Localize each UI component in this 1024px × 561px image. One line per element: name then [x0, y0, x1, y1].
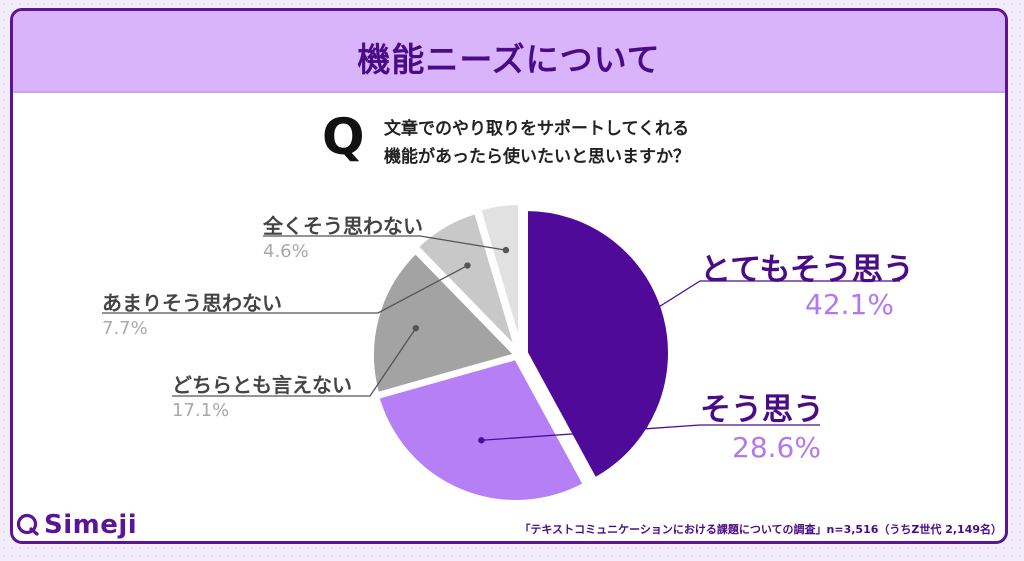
brand-logo: Simeji [16, 510, 137, 540]
leader-line-agree [481, 424, 820, 441]
slice-label-neutral: どちらとも言えない [172, 373, 352, 397]
leader-dot-strongly-agree [623, 324, 630, 331]
slice-label-strongly-agree: とてもそう思う [700, 252, 914, 288]
slice-value-agree: 28.6% [732, 431, 821, 464]
slice-value-neutral: 17.1% [172, 400, 230, 421]
question-text-line-2: 機能があったら使いたいと思いますか？ [384, 147, 690, 167]
leader-dot-strongly-disagree [502, 246, 510, 254]
slice-label-agree: そう思う [700, 392, 824, 428]
question-mark-label: Q [322, 108, 365, 166]
slice-value-strongly-agree: 42.1% [805, 288, 894, 321]
question-text-line-1: 文章でのやり取りをサポートしてくれる [384, 119, 689, 139]
brand-name: Simeji [44, 510, 138, 540]
leader-line-strongly-disagree [263, 235, 507, 251]
leader-dot-agree [478, 437, 485, 444]
pie-slice-agree [375, 356, 587, 504]
pie-slice-disagree [414, 209, 519, 352]
survey-source: 「テキストコミュニケーションにおける課題についての調査」n=3,516（うちZ世… [519, 523, 1002, 536]
page-title: 機能ニーズについて [357, 40, 661, 79]
pie-slice-strongly-disagree [476, 201, 522, 349]
title-bar: 機能ニーズについて [13, 11, 1005, 93]
pie-slice-strongly-agree [524, 207, 672, 482]
leader-dot-disagree [464, 262, 471, 269]
leader-line-strongly-agree [626, 280, 900, 328]
slice-value-disagree: 7.7% [102, 318, 148, 339]
slice-value-strongly-disagree: 4.6% [263, 241, 309, 262]
leader-line-neutral [172, 327, 417, 397]
slice-label-strongly-disagree: 全くそう思わない [263, 214, 423, 238]
speech-bubble-icon [16, 513, 39, 536]
leader-dot-neutral [412, 324, 420, 332]
pie-slice-neutral [370, 249, 518, 397]
slice-label-disagree: あまりそう思わない [102, 291, 282, 315]
leader-line-disagree [102, 264, 468, 314]
